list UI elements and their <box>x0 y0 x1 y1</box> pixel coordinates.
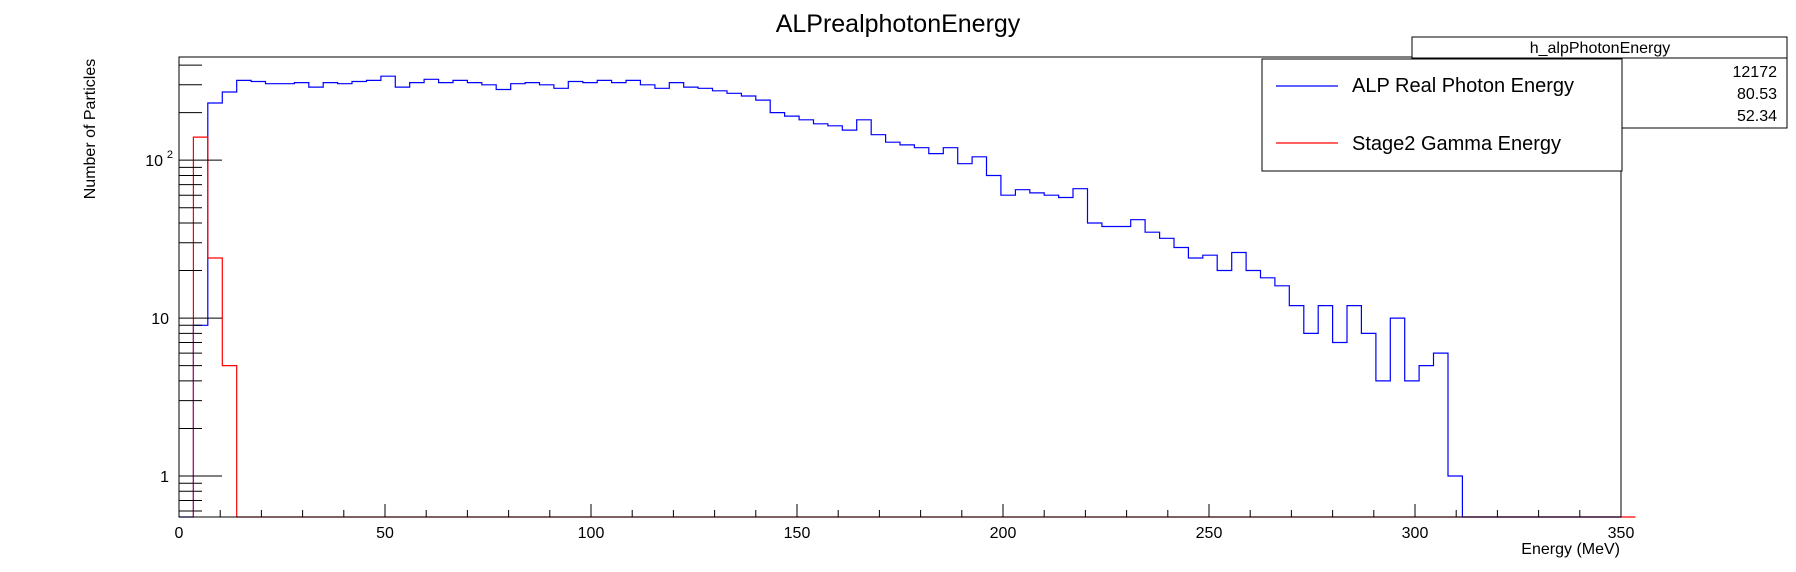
x-tick-label: 50 <box>376 525 394 542</box>
y-tick-label: 1 <box>160 469 169 486</box>
legend-frame <box>1261 58 1623 172</box>
y-axis-label: Number of Particles <box>82 59 99 200</box>
x-tick-label: 300 <box>1402 525 1429 542</box>
x-tick-label: 150 <box>784 525 811 542</box>
stats-mean-value: 80.53 <box>1737 86 1777 103</box>
stats-stddev-value: 52.34 <box>1737 108 1777 125</box>
x-tick-label: 0 <box>175 525 184 542</box>
series-line-1 <box>192 136 1636 518</box>
plot-frame <box>178 56 1622 518</box>
x-tick-label: 200 <box>990 525 1017 542</box>
legend-label-alp: ALP Real Photon Energy <box>1352 75 1574 97</box>
x-axis-label: Energy (MeV) <box>1521 541 1620 558</box>
x-tick-label: 100 <box>578 525 605 542</box>
stats-box-name: h_alpPhotonEnergy <box>1530 40 1671 57</box>
x-tick-label: 250 <box>1196 525 1223 542</box>
axes: 0 50 100 150 200 250 300 350 1 10 10 2 <box>145 56 1635 542</box>
y-tick-label: 10 <box>145 153 163 170</box>
series-line-0 <box>179 75 1621 518</box>
stats-entries-value: 12172 <box>1733 64 1778 81</box>
legend-label-stage2: Stage2 Gamma Energy <box>1352 133 1561 155</box>
legend: ALP Real Photon Energy Stage2 Gamma Ener… <box>1261 58 1623 172</box>
y-tick-label: 10 <box>151 311 169 328</box>
y-tick-exponent: 2 <box>167 149 173 161</box>
chart-title: ALPrealphotonEnergy <box>776 10 1021 38</box>
x-tick-label: 350 <box>1608 525 1635 542</box>
